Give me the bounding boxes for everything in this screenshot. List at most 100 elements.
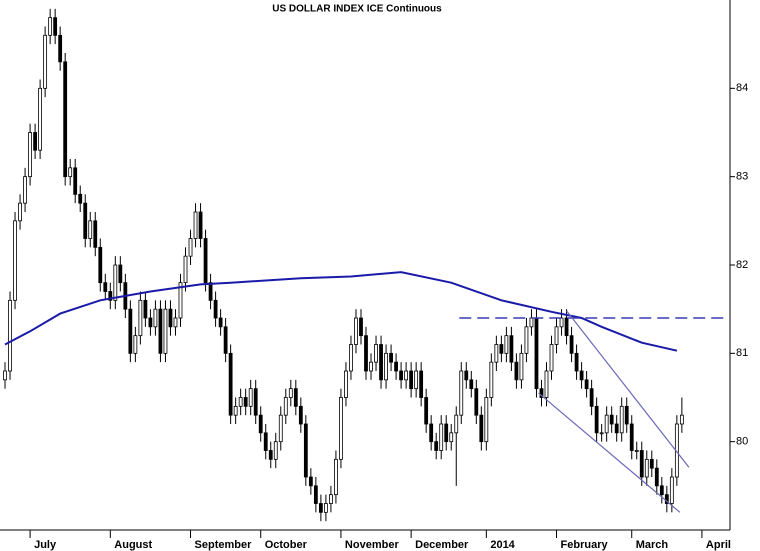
candle-body bbox=[308, 476, 313, 487]
candle-body bbox=[469, 379, 474, 390]
candle-body bbox=[654, 467, 659, 487]
x-tick-label: November bbox=[345, 539, 400, 551]
channel-line bbox=[566, 310, 690, 468]
candle-body bbox=[624, 405, 629, 425]
candle-body bbox=[514, 361, 519, 381]
candle-body bbox=[258, 414, 263, 434]
candle-body bbox=[424, 397, 429, 425]
candle-body bbox=[23, 176, 27, 204]
candle-body bbox=[659, 485, 664, 496]
candle-body bbox=[33, 132, 37, 151]
candle-body bbox=[649, 458, 654, 469]
x-tick-label: February bbox=[561, 539, 609, 551]
y-tick-label: 84 bbox=[736, 82, 748, 94]
candle-body bbox=[609, 414, 614, 425]
candle-body bbox=[414, 370, 419, 390]
candle-body bbox=[273, 441, 278, 460]
candle-body bbox=[449, 432, 454, 443]
candle-body bbox=[454, 414, 459, 434]
candle-body bbox=[8, 299, 12, 372]
candle-body bbox=[394, 361, 398, 372]
y-tick-label: 81 bbox=[736, 347, 748, 359]
candle-body bbox=[594, 405, 599, 434]
candle-body bbox=[484, 397, 489, 443]
candle-body bbox=[128, 308, 133, 354]
candle-body bbox=[88, 220, 93, 239]
candle-body bbox=[283, 397, 288, 416]
candle-body bbox=[78, 193, 83, 204]
candle-body bbox=[213, 299, 218, 319]
candle-body bbox=[619, 405, 624, 434]
candle-body bbox=[664, 494, 669, 504]
candle-body bbox=[303, 423, 308, 478]
candle-body bbox=[379, 344, 383, 381]
candle-body bbox=[293, 388, 298, 407]
candle-body bbox=[464, 370, 469, 381]
candle-body bbox=[629, 423, 634, 451]
candle-body bbox=[3, 370, 7, 381]
candle-body bbox=[644, 458, 649, 478]
candle-body bbox=[504, 335, 509, 354]
candle-body bbox=[158, 308, 163, 354]
candle-body bbox=[499, 344, 504, 354]
candle-body bbox=[218, 317, 223, 328]
candle-body bbox=[83, 202, 88, 239]
y-tick-label: 80 bbox=[736, 436, 748, 448]
candle-body bbox=[288, 388, 293, 398]
candle-body bbox=[489, 361, 494, 398]
x-tick-label: December bbox=[415, 539, 469, 551]
candle-body bbox=[48, 17, 53, 36]
candle-body bbox=[133, 335, 138, 354]
candle-body bbox=[534, 317, 539, 390]
candle-body bbox=[233, 405, 238, 416]
chart-title: US DOLLAR INDEX ICE Continuous bbox=[272, 4, 442, 15]
candle-body bbox=[669, 476, 674, 504]
candle-body bbox=[359, 317, 363, 337]
y-tick-label: 82 bbox=[736, 259, 748, 271]
candle-body bbox=[163, 308, 168, 354]
candle-body bbox=[559, 317, 564, 328]
candle-body bbox=[434, 441, 439, 451]
candle-body bbox=[479, 414, 484, 443]
candle-body bbox=[298, 405, 303, 425]
candle-body bbox=[614, 423, 619, 434]
candle-body bbox=[93, 220, 98, 248]
candle-body bbox=[103, 282, 108, 292]
x-tick-label: March bbox=[636, 539, 669, 551]
candle-body bbox=[519, 352, 524, 381]
candle-body bbox=[268, 450, 273, 460]
candle-body bbox=[253, 388, 258, 416]
candle-body bbox=[113, 264, 118, 301]
candle-body bbox=[153, 308, 158, 328]
candle-body bbox=[313, 485, 318, 504]
candle-body bbox=[524, 326, 529, 354]
candle-body bbox=[173, 317, 178, 328]
candle-body bbox=[63, 61, 68, 178]
candle-body bbox=[439, 423, 444, 451]
candle-body bbox=[344, 370, 348, 398]
candle-body bbox=[389, 352, 393, 363]
candle-body bbox=[243, 397, 248, 407]
candle-body bbox=[178, 282, 183, 319]
x-tick-label: September bbox=[195, 539, 253, 551]
candle-body bbox=[419, 370, 424, 398]
candle-body bbox=[349, 344, 353, 372]
candle-body bbox=[148, 317, 153, 328]
candle-body bbox=[323, 503, 328, 513]
candle-body bbox=[198, 211, 203, 239]
candle-body bbox=[208, 282, 213, 301]
candle-body bbox=[183, 255, 188, 284]
candle-body bbox=[138, 299, 143, 337]
candle-body bbox=[38, 87, 43, 151]
candle-body bbox=[604, 414, 609, 434]
candle-body bbox=[53, 17, 58, 36]
candle-body bbox=[58, 34, 63, 63]
candle-body bbox=[354, 317, 358, 345]
candle-body bbox=[399, 370, 403, 381]
candle-body bbox=[404, 370, 409, 381]
candle-body bbox=[579, 370, 584, 381]
candle-body bbox=[18, 202, 22, 222]
candle-body bbox=[494, 344, 499, 363]
candle-body bbox=[529, 317, 534, 328]
